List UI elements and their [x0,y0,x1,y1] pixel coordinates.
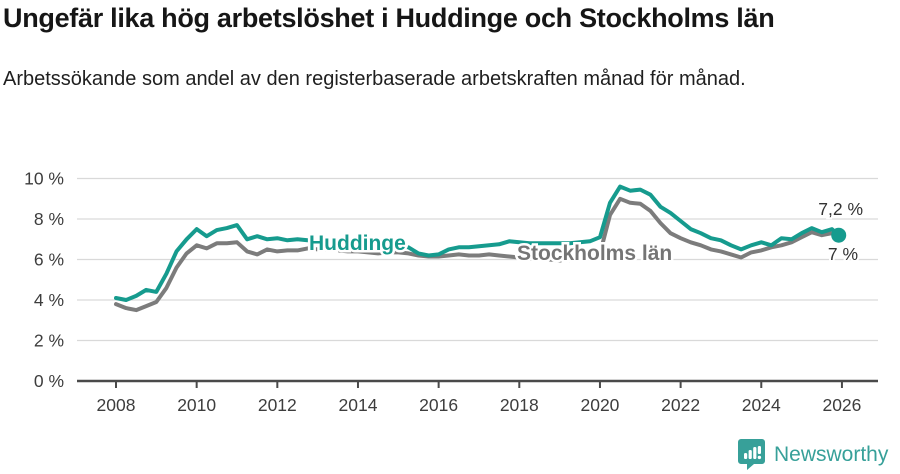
unemployment-line-chart: 0 % 2 % 4 % 6 % 8 % 10 % 2008 2010 2012 2014 2016… [24,169,878,415]
line-stockholms-lan [114,196,841,313]
x-tick-label: 2014 [339,395,378,415]
y-tick-label: 8 % [34,209,64,229]
end-value-label-stockholms-lan: 7 % [828,244,858,264]
x-tick-label: 2018 [500,395,539,415]
series-label-huddinge: Huddinge [309,232,406,255]
end-value-label-huddinge: 7,2 % [818,199,863,219]
line-huddinge [114,184,841,302]
x-tick-label: 2016 [419,395,458,415]
y-tick-label: 4 % [34,290,64,310]
chart-subtitle: Arbetssökande som andel av den registerb… [3,67,746,90]
newsworthy-branding: Newsworthy [738,438,888,471]
x-tick-label: 2022 [661,395,700,415]
x-tick-label: 2010 [177,395,216,415]
y-tick-label: 2 % [34,331,64,351]
y-tick-label: 6 % [34,250,64,270]
x-tick-label: 2012 [258,395,297,415]
x-axis: 2008 2010 2012 2014 2016 2018 2020 2022 2024 2026 [77,379,878,415]
x-tick-label: 2026 [822,395,861,415]
huddinge-end-dot [831,227,847,243]
x-tick-label: 2008 [97,395,136,415]
bar-chart-speech-bubble-icon [738,439,765,470]
chart-header: Ungefär lika hög arbetslöshet i Huddinge… [3,2,897,95]
x-tick-label: 2020 [580,395,619,415]
gridlines [77,177,878,342]
y-axis-labels: 0 % 2 % 4 % 6 % 8 % 10 % [24,169,64,392]
page-title: Ungefär lika hög arbetslöshet i Huddinge… [3,3,775,33]
x-tick-label: 2024 [742,395,781,415]
series-label-stockholms-lan: Stockholms län [517,242,672,265]
brand-name: Newsworthy [774,442,889,466]
y-tick-label: 0 % [34,371,64,391]
y-tick-label: 10 % [24,169,64,189]
